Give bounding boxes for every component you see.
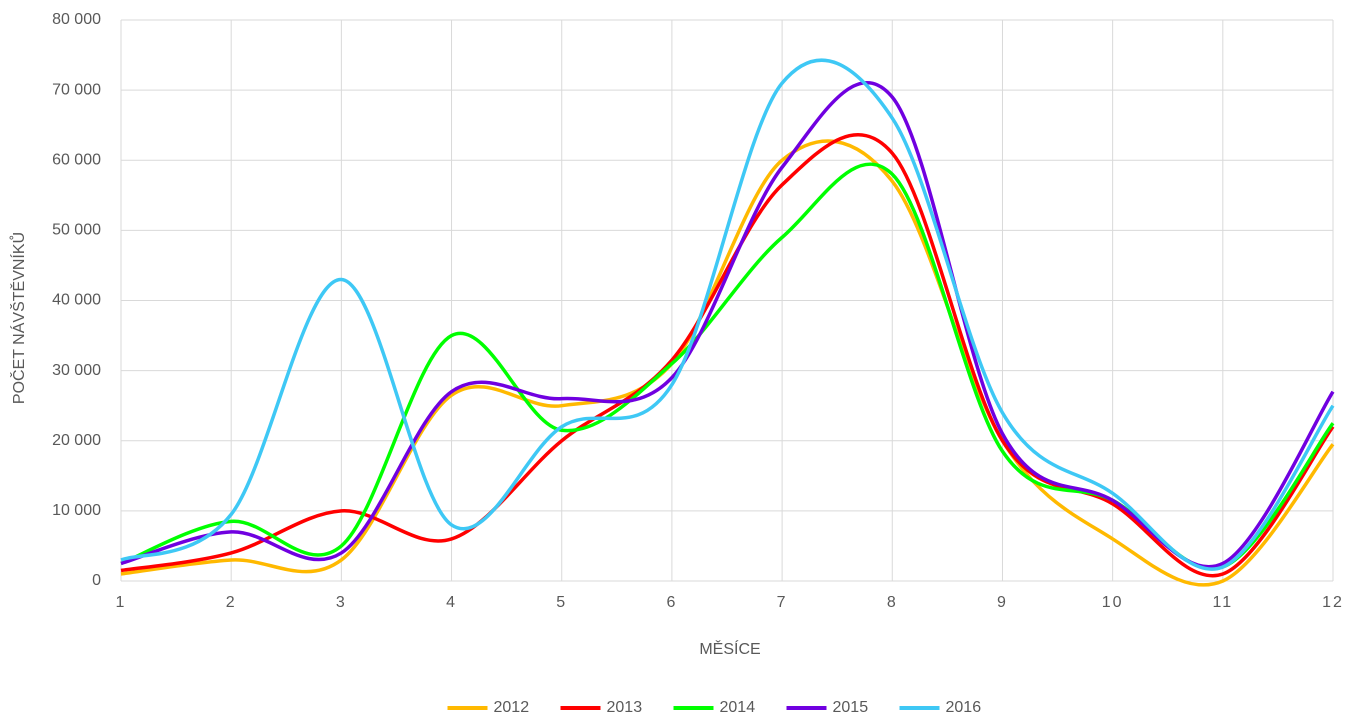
x-tick-label: 10 [1102,594,1124,611]
series-line [120,80,1335,569]
x-tick-label: 2 [226,594,237,611]
y-tick-label: 80 000 [52,11,101,28]
x-tick-label: 9 [997,594,1008,611]
x-axis-label: MĚSÍCE [699,639,760,658]
x-tick-label: 7 [777,594,788,611]
y-tick-label: 30 000 [52,362,101,379]
legend-label: 2015 [833,699,869,716]
x-tick-label: 11 [1213,594,1234,611]
y-tick-label: 20 000 [52,432,101,449]
series-line [120,132,1335,578]
legend-label: 2014 [720,699,756,716]
y-tick-label: 40 000 [52,292,101,309]
x-tick-label: 6 [666,594,677,611]
y-tick-label: 0 [92,572,101,589]
x-tick-label: 5 [556,594,567,611]
x-tick-label: 4 [446,594,457,611]
legend-label: 2013 [607,699,643,716]
y-tick-label: 50 000 [52,222,101,239]
y-tick-label: 60 000 [52,151,101,168]
y-tick-label: 10 000 [52,502,101,519]
series-line [120,139,1335,587]
series-line [120,58,1335,571]
x-tick-label: 1 [116,594,127,611]
x-tick-label: 3 [336,594,347,611]
y-axis-label: POČET NÁVŠTĚVNÍKŮ [9,232,28,404]
legend-label: 2016 [946,699,982,716]
legend-label: 2012 [494,699,530,716]
x-tick-label: 8 [887,594,898,611]
x-tick-label: 12 [1322,594,1344,611]
y-tick-label: 70 000 [52,81,101,98]
